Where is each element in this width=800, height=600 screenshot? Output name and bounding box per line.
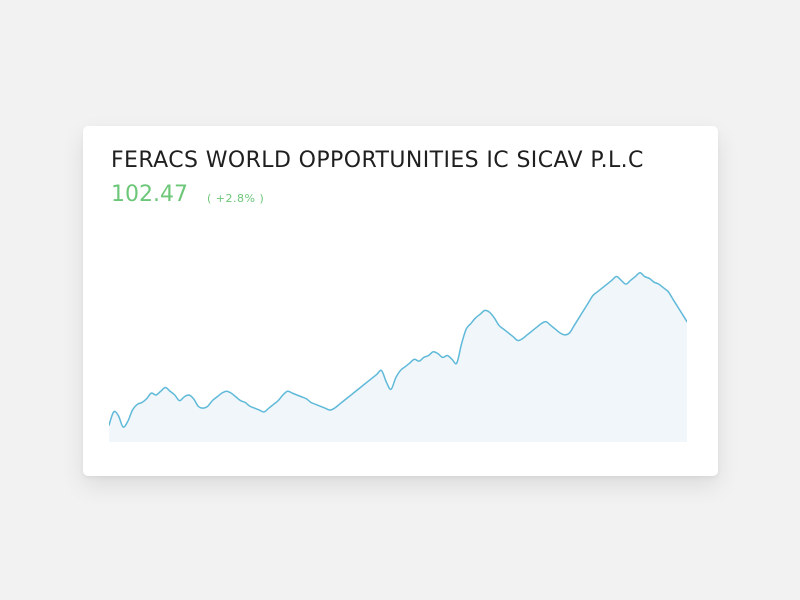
price-area bbox=[109, 272, 687, 442]
fund-change-badge: ( +2.8% ) bbox=[207, 192, 265, 205]
fund-name: FERACS WORLD OPPORTUNITIES IC SICAV P.L.… bbox=[111, 148, 644, 173]
price-line bbox=[109, 272, 687, 428]
fund-card: FERACS WORLD OPPORTUNITIES IC SICAV P.L.… bbox=[83, 126, 718, 476]
fund-price: 102.47 bbox=[111, 182, 188, 207]
price-chart bbox=[109, 272, 687, 442]
